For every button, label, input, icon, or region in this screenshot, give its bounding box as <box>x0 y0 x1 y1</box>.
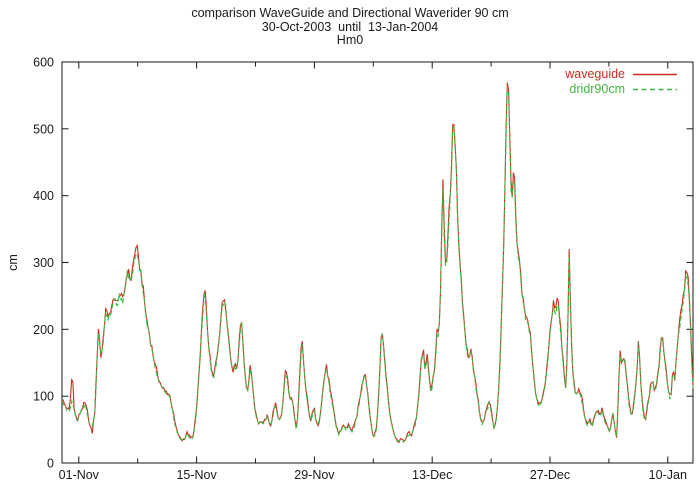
x-tick-label: 15-Nov <box>176 468 217 482</box>
x-tick-label: 29-Nov <box>294 468 335 482</box>
legend-label-waveguide: waveguide <box>565 67 625 81</box>
y-tick-label: 400 <box>33 189 54 203</box>
y-tick-label: 300 <box>33 256 54 270</box>
y-tick-label: 200 <box>33 323 54 337</box>
series-dridr90cm-line <box>62 86 694 443</box>
plot-border <box>61 61 694 464</box>
legend-row-dridr90cm: dridr90cm <box>569 82 677 96</box>
legend: waveguide dridr90cm <box>565 67 677 96</box>
chart-date-range: 30-Oct-2003 until 13-Jan-2004 <box>261 20 439 34</box>
legend-line-dashed-icon <box>633 88 677 90</box>
chart-title: comparison WaveGuide and Directional Wav… <box>191 6 509 20</box>
y-tick-label: 500 <box>33 122 54 136</box>
x-tick-label: 01-Nov <box>59 468 100 482</box>
y-tick-label: 0 <box>47 457 54 471</box>
legend-line-solid-icon <box>633 73 677 75</box>
x-tick-label: 27-Dec <box>530 468 570 482</box>
chart-quantity-label: Hm0 <box>336 33 364 47</box>
x-tick-label: 10-Jan <box>649 468 687 482</box>
y-tick-label: 100 <box>33 390 54 404</box>
y-axis-title: cm <box>6 254 20 271</box>
legend-label-dridr90cm: dridr90cm <box>569 82 625 96</box>
series-waveguide-line <box>62 82 694 443</box>
legend-row-waveguide: waveguide <box>565 67 677 81</box>
y-tick-label: 600 <box>33 56 54 70</box>
x-tick-label: 13-Dec <box>412 468 452 482</box>
